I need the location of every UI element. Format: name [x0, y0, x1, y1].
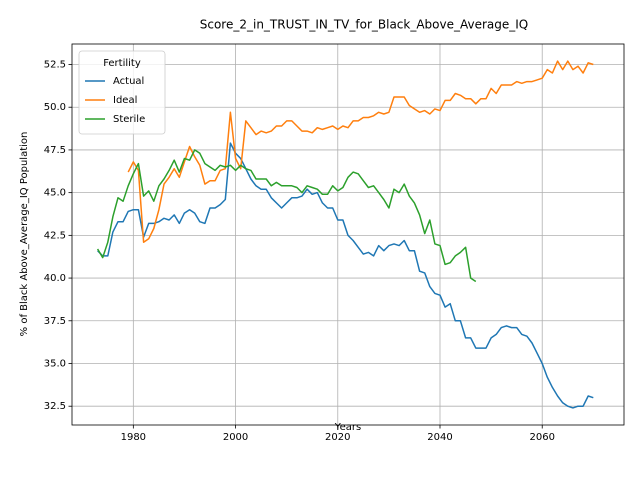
x-tick-label: 2020 — [325, 432, 350, 443]
y-tick-label: 42.5 — [44, 230, 66, 241]
y-tick-label: 35.0 — [44, 358, 66, 369]
y-tick-label: 47.5 — [44, 145, 66, 156]
series-line-sterile — [96, 149, 477, 283]
legend-title: Fertility — [103, 58, 141, 69]
legend-label-sterile: Sterile — [113, 114, 145, 125]
legend-box — [78, 50, 166, 135]
legend-label-ideal: Ideal — [113, 95, 137, 106]
x-axis-label: Years — [334, 422, 361, 433]
legend: Fertility Actual Ideal Sterile — [78, 50, 166, 135]
y-tick-label: 50.0 — [44, 102, 66, 113]
y-tick-label: 52.5 — [44, 60, 66, 71]
axis-ticks: 1980 2000 2020 2040 2060 32.5 35.0 37.5 40.0 42.5… — [44, 60, 555, 443]
x-tick-label: 2040 — [427, 432, 452, 443]
legend-label-actual: Actual — [113, 76, 144, 87]
plot-area-frame — [71, 43, 625, 426]
chart-title: Score_2_in_TRUST_IN_TV_for_Black_Above_A… — [200, 18, 529, 32]
y-tick-label: 40.0 — [44, 273, 66, 284]
x-tick-label: 2060 — [529, 432, 554, 443]
series-line-actual — [97, 142, 594, 409]
y-tick-label: 37.5 — [44, 316, 66, 327]
x-tick-label: 2000 — [223, 432, 248, 443]
x-tick-label: 1980 — [121, 432, 146, 443]
y-axis-label: % of Black Above_Average_IQ Population — [19, 132, 30, 337]
legend-entries: Actual Ideal Sterile — [85, 76, 145, 125]
series-line-ideal — [127, 60, 594, 243]
y-tick-label: 32.5 — [44, 401, 66, 412]
y-tick-label: 45.0 — [44, 188, 66, 199]
series-lines — [96, 60, 594, 409]
